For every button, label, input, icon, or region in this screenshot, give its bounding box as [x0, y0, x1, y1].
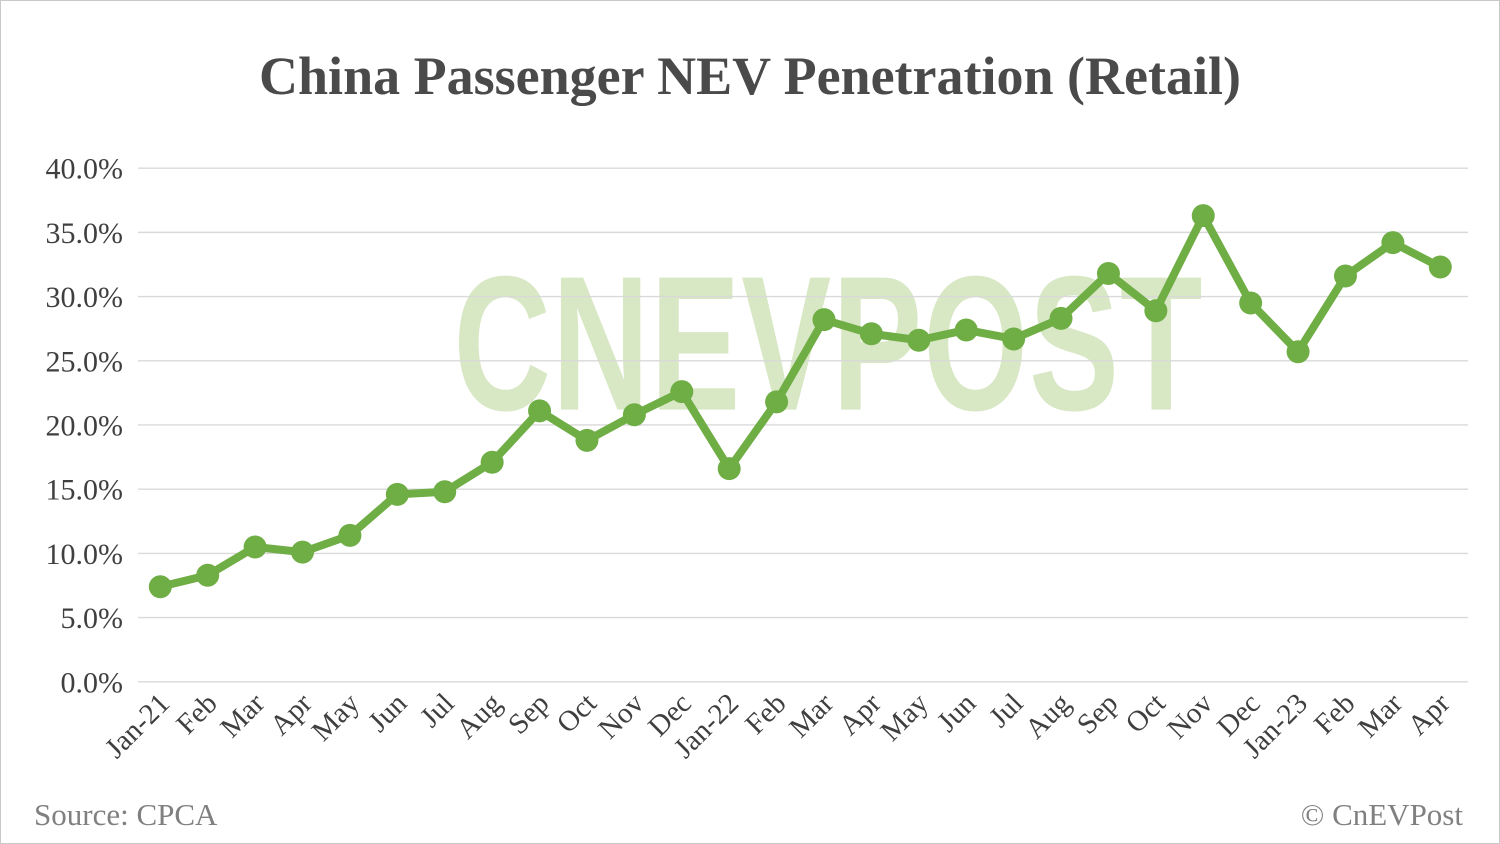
- watermark-logo: CNEVPOST: [453, 235, 1204, 451]
- y-tick-label: 20.0%: [46, 409, 124, 442]
- y-tick-label: 10.0%: [46, 538, 124, 571]
- data-point: [622, 403, 646, 427]
- data-point: [1049, 306, 1073, 330]
- data-point: [1239, 291, 1263, 315]
- y-tick-label: 40.0%: [46, 153, 124, 186]
- data-point: [196, 563, 220, 587]
- x-tick-label: Oct: [1120, 687, 1172, 739]
- x-tick-label: Jun: [931, 687, 982, 738]
- x-tick-label: Feb: [1308, 687, 1361, 740]
- x-tick-label: Apr: [264, 687, 319, 742]
- y-tick-label: 25.0%: [46, 345, 124, 378]
- x-tick-label: Feb: [170, 687, 223, 740]
- data-point: [148, 575, 172, 599]
- data-point: [1191, 204, 1215, 228]
- data-point: [717, 457, 741, 481]
- data-point: [243, 535, 267, 559]
- y-tick-label: 5.0%: [61, 602, 124, 635]
- x-tick-label: Nov: [1161, 687, 1219, 745]
- y-tick-label: 0.0%: [61, 666, 124, 699]
- data-point: [575, 428, 599, 452]
- data-point: [291, 540, 315, 564]
- source-label: Source: CPCA: [34, 797, 218, 832]
- series-line: [156, 211, 1445, 591]
- data-point: [528, 399, 552, 423]
- copyright-label: © CnEVPost: [1300, 797, 1463, 832]
- x-tick-label: May: [306, 687, 367, 748]
- data-point: [480, 450, 504, 474]
- data-point: [765, 390, 789, 414]
- y-tick-label: 35.0%: [46, 217, 124, 250]
- data-point: [1286, 340, 1310, 364]
- x-tick-label: Feb: [739, 687, 792, 740]
- data-point: [1381, 231, 1405, 255]
- data-point: [859, 322, 883, 346]
- data-point: [954, 318, 978, 342]
- x-tick-label: Mar: [1352, 687, 1409, 744]
- y-tick-label: 15.0%: [46, 474, 124, 507]
- x-tick-label: Mar: [214, 687, 271, 744]
- x-tick-label: Apr: [1402, 687, 1457, 742]
- x-tick-label: Nov: [592, 687, 650, 745]
- data-point: [1144, 299, 1168, 323]
- chart-title: China Passenger NEV Penetration (Retail): [259, 46, 1241, 106]
- data-point: [1333, 264, 1357, 288]
- x-tick-label: Aug: [450, 687, 508, 745]
- x-tick-label: Aug: [1019, 687, 1077, 745]
- data-point: [1428, 255, 1452, 279]
- data-point: [1002, 327, 1026, 351]
- data-point: [433, 480, 457, 504]
- data-point: [385, 482, 409, 506]
- y-tick-label: 30.0%: [46, 281, 124, 314]
- data-point: [1096, 261, 1120, 285]
- x-tick-label: Jun: [362, 687, 413, 738]
- data-point: [670, 380, 694, 404]
- data-point: [907, 328, 931, 352]
- x-tick-label: Oct: [551, 687, 603, 739]
- x-tick-label: Sep: [1071, 687, 1124, 740]
- x-tick-label: Mar: [783, 687, 840, 744]
- data-point: [812, 308, 836, 332]
- x-tick-label: Sep: [502, 687, 555, 740]
- data-point: [338, 523, 362, 547]
- x-tick-label: Apr: [833, 687, 888, 742]
- x-tick-label: May: [875, 687, 936, 748]
